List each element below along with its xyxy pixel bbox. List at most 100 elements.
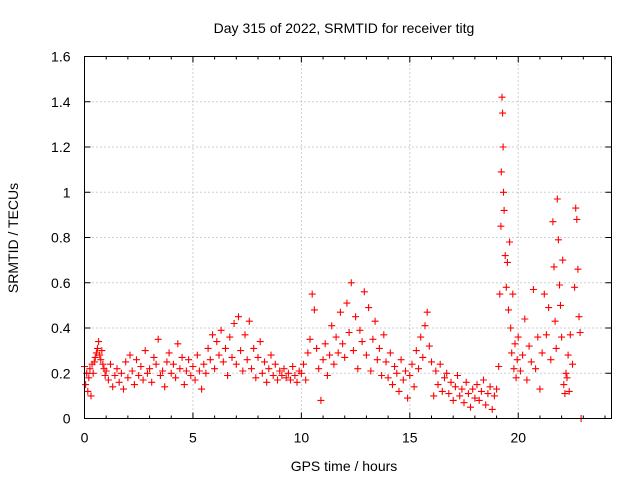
data-point [178,353,186,361]
data-point [451,383,459,391]
data-point [230,320,238,327]
data-point [226,333,234,341]
data-point [434,381,442,389]
grid [84,56,612,419]
data-point [191,376,199,384]
y-tick-labels: 0 0.2 0.4 0.6 0.8 1 1.2 1.4 1.6 [51,49,71,427]
data-point [513,356,521,364]
x-tick-label: 10 [294,430,310,446]
x-tick-label: 15 [402,430,418,446]
data-point [500,206,508,214]
data-point [536,385,544,393]
data-point [336,308,344,316]
data-point [328,322,336,330]
data-point [206,356,214,364]
data-point [341,353,349,361]
data-point [380,331,388,339]
data-point [343,299,351,307]
data-point [86,365,94,373]
data-point [146,365,154,373]
data-point [497,168,505,176]
data-point [222,344,229,352]
data-point [302,376,310,384]
data-point [430,392,438,400]
data-point [104,376,112,384]
data-point [326,351,334,359]
data-point [189,363,197,370]
data-point [399,376,407,384]
data-point [241,331,249,339]
data-point [323,372,331,379]
data-point [193,351,201,359]
data-point [304,349,312,357]
data-point [458,385,466,393]
data-point [550,263,558,271]
data-point [547,356,555,364]
data-point [438,387,446,395]
data-point [161,383,169,391]
data-point [248,365,255,373]
data-point [540,290,548,298]
data-point [293,378,301,386]
data-point [98,347,106,355]
data-point [425,342,433,350]
data-point [514,333,522,341]
data-point [369,335,377,343]
data-point [256,338,264,346]
data-point [347,279,355,287]
data-point [371,317,379,325]
data-point [560,381,568,389]
data-point [204,344,212,352]
data-point [445,390,453,398]
data-point [428,358,435,366]
data-point [423,308,431,316]
data-point [574,265,582,273]
data-point [174,340,182,348]
data-point [493,385,501,393]
data-point [499,109,507,117]
data-point [124,374,132,382]
data-point [509,290,517,298]
data-point [209,331,216,339]
data-point [96,351,104,359]
data-point [523,376,531,384]
data-point [297,369,305,377]
data-point [498,93,506,101]
data-point [126,351,134,359]
y-tick-label: 0.8 [51,230,71,246]
data-point [404,394,412,402]
plot-frame [84,56,612,419]
data-point [460,399,468,407]
data-point [495,363,503,370]
data-point [258,369,266,377]
data-point [334,349,342,357]
data-point [499,143,507,151]
data-point [527,358,535,366]
data-point [213,338,221,346]
data-point [367,367,375,375]
data-point [507,324,515,332]
data-point [284,369,292,377]
data-point [113,365,121,373]
data-point [219,358,227,366]
y-tick-label: 1.4 [51,94,71,110]
data-point [280,365,288,373]
data-point [441,374,448,382]
data-point [115,378,123,386]
data-point [389,381,396,389]
data-point [436,360,444,368]
data-point [130,381,138,389]
data-point [133,356,140,364]
data-point [315,365,323,373]
data-point [484,390,492,398]
data-point [274,376,281,384]
data-point [332,333,340,341]
data-point [89,369,97,377]
data-point [198,385,206,393]
data-point [575,313,583,321]
data-point [532,365,540,373]
data-point [195,367,203,375]
data-point [211,365,219,373]
data-point [152,360,160,368]
